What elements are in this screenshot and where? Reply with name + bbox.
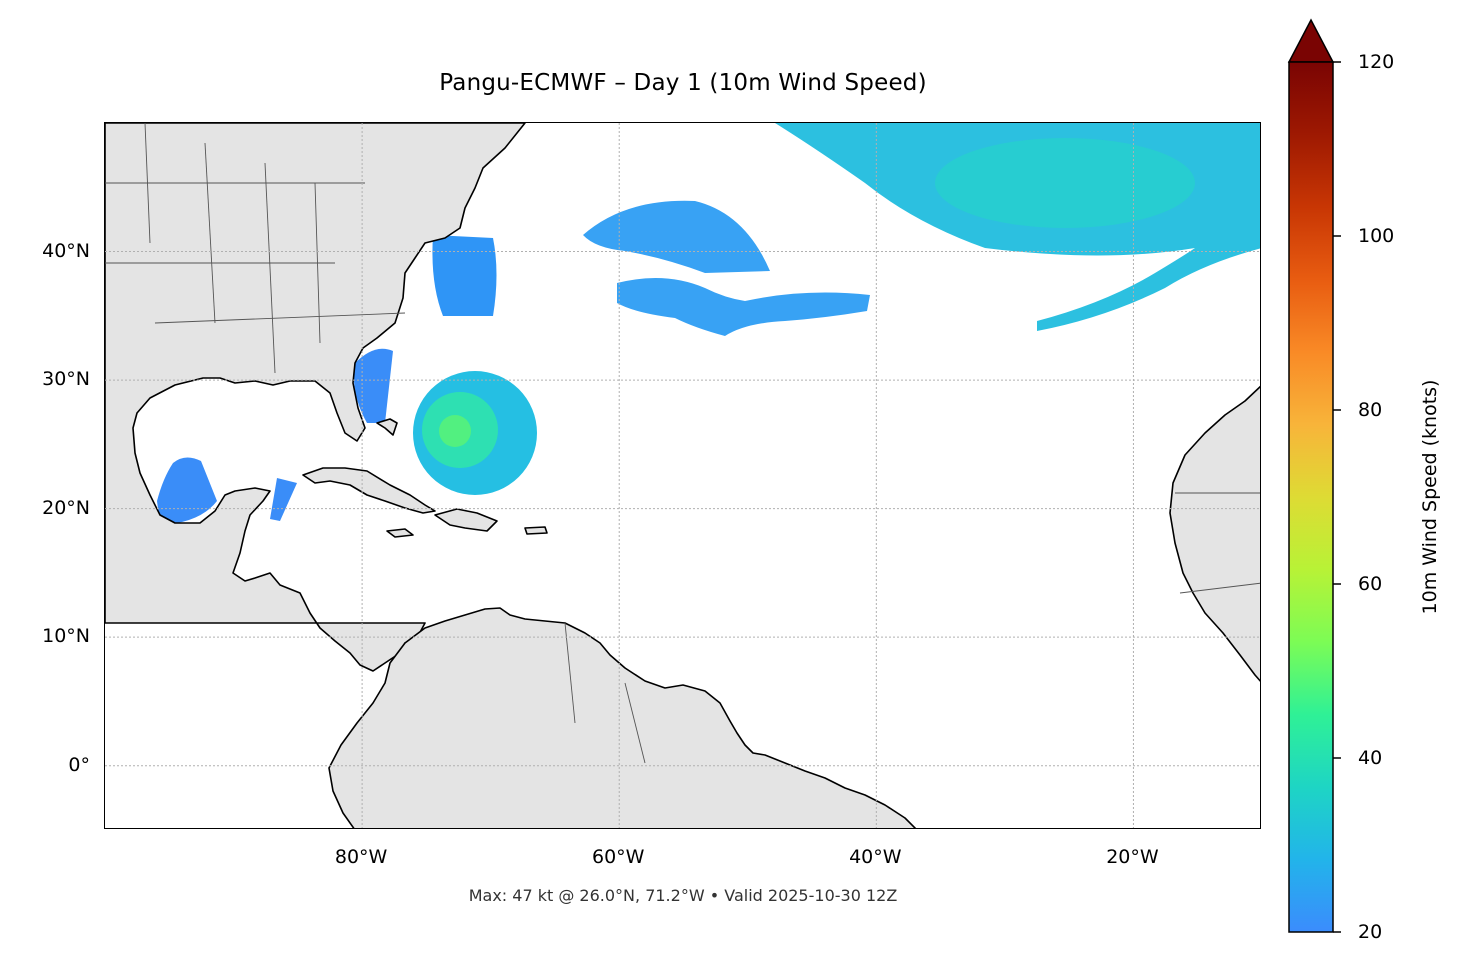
map-panel[interactable] — [104, 122, 1261, 829]
wind-field-layer — [129, 123, 1260, 618]
wind-area-mid-atlantic-2 — [617, 278, 870, 336]
wind-area-yucatan-channel — [270, 478, 297, 521]
lon-tick-label: 20°W — [1106, 846, 1159, 868]
wind-area-mid-atlantic-1 — [583, 200, 770, 273]
lat-tick-label: 40°N — [42, 239, 90, 262]
colorbar — [1287, 18, 1341, 933]
map-footer-max-info: Max: 47 kt @ 26.0°N, 71.2°W • Valid 2025… — [468, 886, 898, 905]
south-america-landmass — [328, 607, 917, 828]
map-title: Pangu-ECMWF – Day 1 (10m Wind Speed) — [439, 70, 927, 96]
hispaniola — [434, 508, 498, 532]
colorbar-tick-label: 20 — [1358, 921, 1383, 943]
lat-tick-label: 30°N — [42, 368, 90, 391]
jamaica — [386, 528, 414, 538]
bahamas — [376, 418, 398, 436]
lat-tick-label: 0° — [68, 753, 90, 776]
boundaries-layer — [105, 123, 1260, 764]
cuba — [302, 467, 436, 514]
colorbar-tick-label: 120 — [1358, 51, 1395, 73]
africa-landmass — [1169, 385, 1260, 682]
lon-tick-label: 80°W — [334, 846, 388, 868]
lat-tick-label: 10°N — [42, 625, 90, 648]
wind-core-north-atlantic — [935, 138, 1195, 228]
colorbar-tick-label: 100 — [1358, 225, 1395, 247]
colorbar-gradient — [1288, 61, 1334, 933]
lon-tick-label: 60°W — [591, 846, 645, 868]
map-canvas — [105, 123, 1260, 828]
wind-area-us-east-coast — [432, 235, 497, 316]
colorbar-extend-arrow — [1287, 18, 1335, 63]
lat-tick-label: 20°N — [42, 496, 90, 519]
colorbar-title: 10m Wind Speed (knots) — [1419, 379, 1441, 615]
north-america-landmass — [105, 123, 526, 672]
wind-area-florida-coast — [353, 348, 393, 423]
puerto-rico — [524, 526, 548, 535]
colorbar-tick-label: 40 — [1358, 747, 1383, 769]
wind-area-gulf-of-mexico — [157, 457, 217, 525]
colorbar-tick-label: 80 — [1358, 399, 1383, 421]
colorbar-tick-label: 60 — [1358, 573, 1383, 595]
lon-tick-label: 40°W — [849, 846, 902, 868]
land-layer — [105, 123, 1260, 828]
gridlines-layer — [105, 123, 1260, 828]
hurricane-wind-core — [439, 415, 471, 447]
